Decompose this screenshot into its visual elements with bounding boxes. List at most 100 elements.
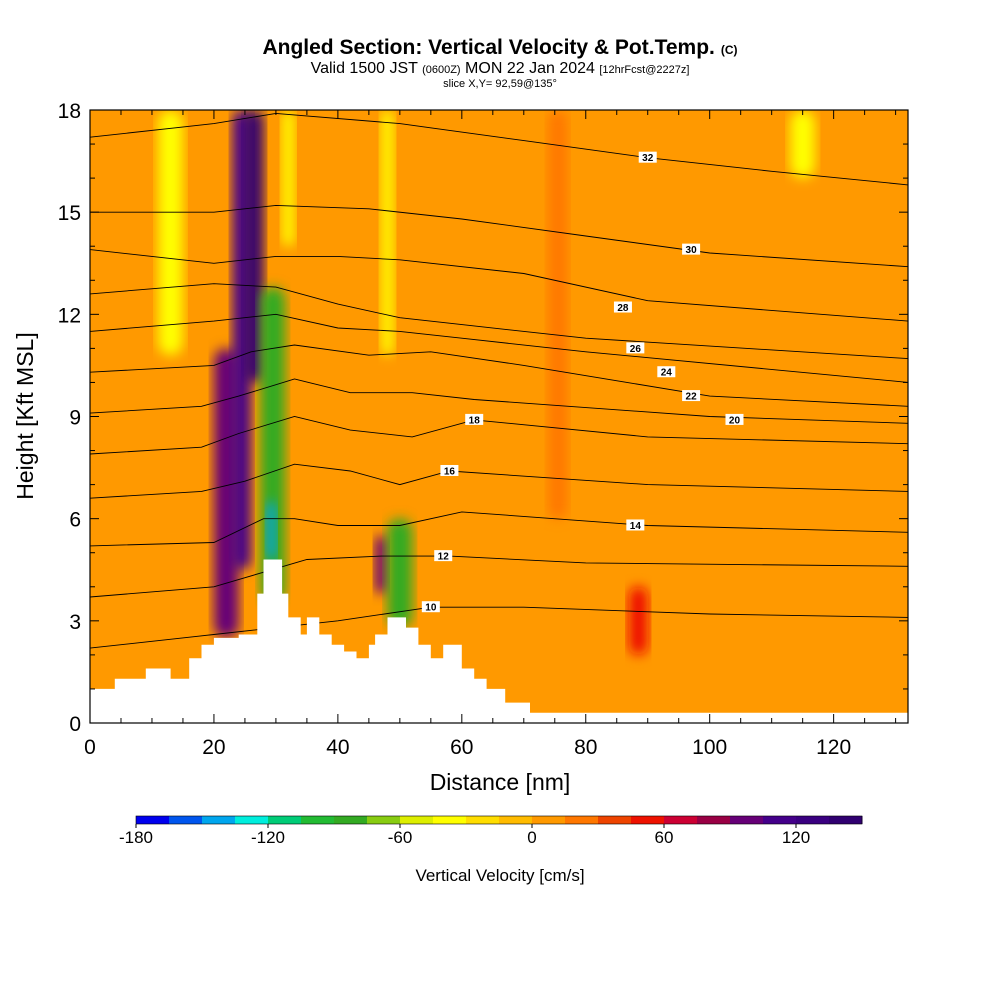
colorbar-swatch (598, 816, 632, 824)
contour-label: 28 (617, 303, 629, 314)
isentrope-line (90, 555, 908, 598)
terrain-mask (90, 559, 908, 723)
y-tick-label: 18 (58, 100, 81, 123)
velocity-band (244, 110, 264, 383)
velocity-band (158, 110, 183, 356)
contour-label-bg (626, 342, 645, 354)
velocity-band (282, 110, 295, 247)
velocity-band (260, 287, 286, 604)
contour-label-bg (682, 390, 701, 402)
velocity-band (790, 110, 816, 179)
isentrope-line (90, 378, 908, 424)
contour-label: 32 (642, 153, 654, 164)
velocity-band (629, 586, 648, 655)
y-axis-title: Height [Kft MSL] (12, 332, 38, 499)
x-tick-label: 40 (326, 736, 349, 759)
y-axis: 0 3 6 9 12 15 18 (58, 100, 908, 736)
velocity-band (375, 535, 388, 594)
colorbar-swatch (400, 816, 434, 824)
colorbar-swatch (763, 816, 797, 824)
colorbar-swatch (697, 816, 731, 824)
contour-label: 20 (729, 415, 741, 426)
velocity-band (387, 518, 413, 628)
colorbar-swatch (169, 816, 203, 824)
x-tick-label: 20 (202, 736, 225, 759)
isentrope-line (90, 313, 908, 383)
y-tick-label: 6 (69, 509, 81, 532)
isentrope-line (90, 344, 908, 407)
y-tick-label: 0 (69, 713, 81, 736)
y-tick-label: 12 (58, 304, 81, 327)
colorbar-swatch (499, 816, 533, 824)
contour-label-bg (465, 413, 484, 425)
colorbar-swatch (334, 816, 368, 824)
isentrope-line (90, 463, 908, 499)
isentrope-line (90, 511, 908, 547)
colorbar-swatch (202, 816, 236, 824)
colorbar-tick-label: -60 (388, 828, 413, 847)
colorbar-swatch (235, 816, 269, 824)
colorbar-swatch (433, 816, 467, 824)
potential-temperature-contours: 10 12 14 16 18 20 22 24 26 28 30 32 (90, 112, 908, 649)
colorbar-tick-label: 120 (782, 828, 810, 847)
colorbar-tick-label: -180 (119, 828, 153, 847)
contour-label-bg (434, 550, 453, 562)
x-tick-label: 0 (84, 736, 96, 759)
isentrope-line (90, 112, 908, 186)
velocity-band (266, 501, 276, 560)
x-axis: 0 20 40 60 80 100 120 (84, 110, 897, 759)
colorbar-tick-label: 60 (655, 828, 674, 847)
colorbar: -180 -120 -60 0 60 120 (119, 815, 863, 847)
slice-info: slice X,Y= 92,59@135° (443, 78, 557, 90)
colorbar-tick-label: 0 (527, 828, 536, 847)
contour-label: 18 (469, 415, 481, 426)
isentrope-line (90, 416, 908, 455)
colorbar-swatch (829, 816, 863, 824)
colorbar-title: Vertical Velocity [cm/s] (415, 866, 584, 885)
colorbar-swatch (730, 816, 764, 824)
colorbar-swatch (631, 816, 665, 824)
y-tick-label: 3 (69, 611, 81, 634)
y-tick-label: 15 (58, 202, 81, 225)
contour-label: 24 (661, 368, 673, 379)
colorbar-swatch (796, 816, 830, 824)
colorbar-swatch (136, 816, 170, 824)
x-tick-label: 100 (692, 736, 727, 759)
colorbar-swatch (301, 816, 335, 824)
chart-title: Angled Section: Vertical Velocity & Pot.… (262, 36, 738, 59)
contour-label-bg (440, 464, 459, 476)
contour-label-bg (657, 366, 676, 378)
contour-label: 14 (630, 521, 642, 532)
x-tick-label: 60 (450, 736, 473, 759)
terrain-silhouette (90, 559, 908, 723)
contour-label-bg (725, 413, 744, 425)
colorbar-swatch (565, 816, 599, 824)
x-tick-label: 80 (574, 736, 597, 759)
contour-label-bg (682, 243, 701, 255)
colorbar-swatch (268, 816, 302, 824)
isentrope-line (90, 283, 908, 360)
y-tick-label: 9 (69, 407, 81, 430)
contour-label: 26 (630, 344, 642, 355)
contour-label: 16 (444, 466, 456, 477)
contour-label-bg (613, 301, 632, 313)
contour-label: 12 (438, 552, 450, 563)
contour-label: 22 (686, 392, 698, 403)
colorbar-swatch (664, 816, 698, 824)
colorbar-swatch (532, 816, 566, 824)
colorbar-swatch (367, 816, 401, 824)
velocity-band (381, 110, 394, 356)
x-axis-title: Distance [nm] (430, 769, 571, 795)
contour-label-bg (421, 601, 440, 613)
velocity-band (548, 110, 568, 519)
colorbar-frame (135, 815, 863, 825)
contour-label-bg (626, 519, 645, 531)
contour-label-bg (638, 151, 657, 163)
field-background (90, 110, 908, 723)
isentrope-line (90, 249, 908, 322)
colorbar-tick-label: -120 (251, 828, 285, 847)
velocity-field (90, 110, 908, 723)
x-tick-label: 120 (816, 736, 851, 759)
contour-label: 30 (686, 245, 698, 256)
